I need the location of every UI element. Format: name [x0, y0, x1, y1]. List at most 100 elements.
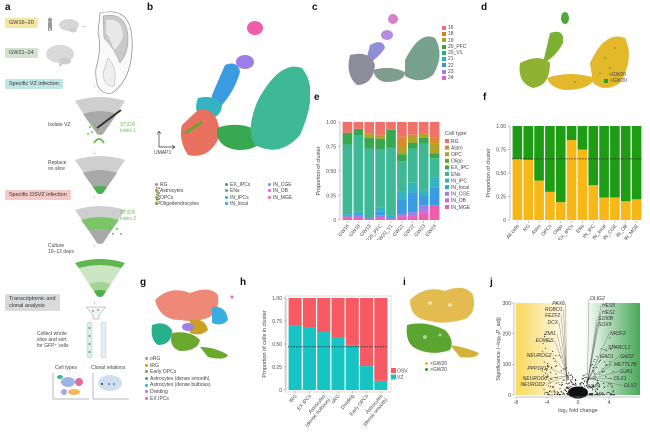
- x-tick-label: 4: [608, 400, 611, 406]
- y-tick-label: 0.50: [326, 169, 336, 175]
- volcano-point: [602, 393, 604, 395]
- legend-item-24: 24: [442, 75, 466, 81]
- bar-segment-in-mge: [407, 217, 418, 220]
- legend-label-vz: VZ: [397, 375, 403, 381]
- legend-item-in-mge: IN_MGE: [268, 195, 292, 201]
- y-axis-title: Proportion of cluster: [486, 148, 492, 197]
- gene-leader-line: [587, 371, 620, 380]
- bar-segment--gw20: [523, 159, 534, 220]
- legend-item-dividing: Dividing: [145, 389, 211, 396]
- bar-segment-ex-ipc: [407, 142, 418, 149]
- bar-segment-in-ipc: [407, 182, 418, 193]
- volcano-point: [592, 386, 595, 388]
- volcano-point: [571, 379, 573, 381]
- x-tick-label: oRG: [330, 393, 341, 405]
- volcano-point: [549, 390, 551, 392]
- volcano-point: [574, 384, 576, 386]
- bar-segment-ens: [353, 135, 364, 212]
- volcano-point: [583, 381, 585, 383]
- umap-b-legend-col1: RG Astrocytes OPCs Oligodendrocytes: [155, 182, 199, 207]
- legend-swatch-in_mge: [445, 205, 449, 209]
- volcano-point: [566, 390, 568, 393]
- chart-j-volcano: 0 100 200 300 -8 -4 0 4 log₂ fold change Signific…: [496, 296, 640, 414]
- bar-segment-in-mge: [364, 219, 375, 220]
- volcano-point: [575, 384, 577, 386]
- volcano-point: [590, 394, 592, 396]
- legend-item-18: 18: [442, 31, 466, 37]
- volcano-point: [607, 385, 609, 387]
- bar-segment--gw20: [566, 140, 577, 220]
- volcano-point: [591, 389, 594, 391]
- panel-label-g: g: [140, 277, 147, 288]
- legend-item-23: 23: [442, 69, 466, 75]
- x-axis-title: log₂ fold change: [558, 408, 597, 414]
- bar-segment-in-ipc: [375, 207, 385, 212]
- bar-segment-in-local: [429, 187, 440, 206]
- bar-segment-in-cge: [397, 214, 407, 217]
- y-tick-label: 0.25: [326, 193, 336, 199]
- y-axis-title: Significance (−log₁₀P_adj): [496, 317, 502, 381]
- slice-wedge-4: [75, 258, 125, 303]
- legend-item-ex-ipcs-g: EX IPCs: [145, 396, 211, 403]
- slice-wedge-2: [75, 155, 125, 200]
- legend-swatch-opc: [445, 152, 449, 157]
- volcano-point: [548, 391, 551, 393]
- volcano-point: [587, 387, 589, 389]
- volcano-point: [567, 388, 569, 390]
- volcano-point: [582, 382, 584, 385]
- chart-h-stacked-bar: 0 0.25 0.50 0.75 1.00 Proportion of cells in …: [262, 295, 408, 429]
- sorted-tubes: [85, 320, 109, 365]
- panel-label-c: c: [312, 2, 318, 13]
- bar-segment-osvz: [302, 298, 316, 328]
- volcano-point: [605, 376, 607, 378]
- gene-label-fezf2: FEZF2: [545, 313, 560, 319]
- gene-label-hes5: HES5: [602, 303, 615, 309]
- bar-segment--gw20: [599, 126, 609, 198]
- volcano-point: [555, 382, 557, 384]
- y-tick-label: 300: [503, 301, 512, 307]
- bar-segment--gw20: [599, 197, 609, 220]
- gene-label-gad2: GAD2: [620, 354, 634, 360]
- bar-segment-in-mge: [375, 218, 385, 220]
- bar-segment-in-ob: [375, 217, 385, 219]
- volcano-point: [566, 392, 568, 394]
- volcano-point: [553, 385, 555, 387]
- volcano-point: [569, 382, 571, 384]
- cell-types-mini-umap: [52, 372, 90, 405]
- volcano-point: [610, 348, 612, 350]
- bar-segment--gw20: [620, 126, 631, 202]
- gene-leader-line: [587, 356, 600, 382]
- bar-segment-ens: [418, 143, 429, 191]
- bar-segment-rg: [418, 122, 429, 134]
- volcano-point: [581, 381, 583, 384]
- bar-segment-in-ipc: [342, 214, 353, 216]
- transcriptomic-analysis-box: Transcriptomic and clonal analysis: [5, 294, 60, 311]
- volcano-point: [549, 340, 551, 342]
- bar-segment-opc: [407, 134, 418, 143]
- bar-segment-ens: [386, 147, 396, 216]
- legend-item-16: 16: [442, 25, 466, 31]
- volcano-point: [556, 377, 558, 379]
- gene-label-aqp4: AQP4: [586, 384, 601, 390]
- volcano-point: [604, 361, 606, 363]
- umap-c-legend: 16 18 19 20_PFC 20_V1 21 22 23 24: [442, 25, 466, 82]
- volcano-point: [590, 386, 592, 388]
- volcano-point: [612, 391, 614, 393]
- x-tick-label: ENs: [575, 223, 586, 234]
- bar-segment-in-local: [418, 195, 429, 206]
- volcano-point: [594, 393, 596, 396]
- down-arrow-1: ↓: [93, 83, 96, 89]
- vz-infection-box: Specific VZ infection: [5, 79, 63, 89]
- bar-segment--gw20: [631, 199, 642, 220]
- y-tick-label: 0.25: [496, 194, 506, 200]
- volcano-point: [601, 371, 603, 374]
- bar-segment-in-mge: [429, 205, 440, 220]
- y-tick-label: 1.00: [496, 124, 506, 130]
- volcano-point: [581, 385, 583, 387]
- volcano-point: [572, 376, 574, 379]
- volcano-point: [609, 364, 611, 366]
- legend-item-20-v1: 20_V1: [442, 50, 466, 56]
- volcano-point: [588, 394, 590, 396]
- small-brain-icon: [58, 18, 80, 39]
- bar-segment-ens: [364, 148, 375, 219]
